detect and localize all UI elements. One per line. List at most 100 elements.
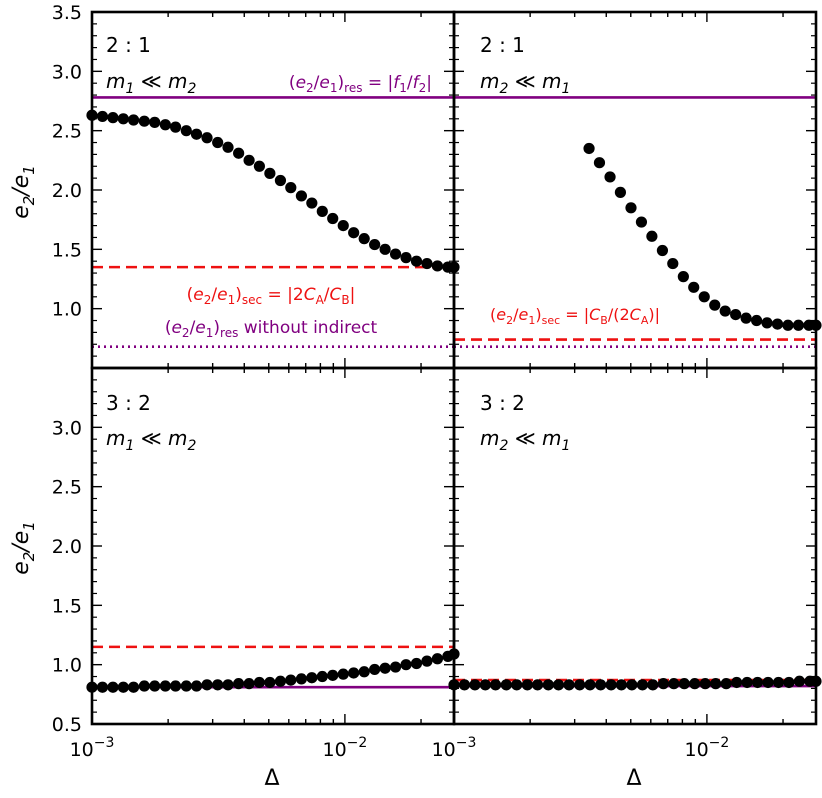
data-point — [521, 679, 533, 691]
data-point — [348, 227, 360, 239]
data-point — [96, 110, 109, 123]
mass-label: m1 ≪ m2 — [106, 69, 197, 97]
data-point — [750, 314, 763, 327]
y-tick-label: 1.5 — [52, 239, 82, 261]
data-point — [243, 154, 255, 166]
data-point — [243, 678, 255, 690]
y-tick-label: 1.5 — [52, 595, 82, 617]
data-point — [574, 679, 586, 691]
data-point — [761, 317, 773, 329]
data-point — [552, 679, 565, 691]
data-point — [316, 670, 328, 683]
data-point — [678, 678, 690, 690]
data-point — [595, 679, 607, 691]
data-point — [201, 132, 213, 144]
data-point — [709, 299, 721, 311]
data-point — [792, 319, 805, 331]
panel-bottom-left-points — [86, 648, 460, 693]
data-point — [274, 174, 287, 187]
panel-top-left-lines — [92, 96, 454, 348]
data-point — [379, 243, 391, 255]
data-point — [180, 125, 192, 137]
data-point — [489, 679, 502, 691]
data-point — [730, 309, 742, 321]
y-axis-label-bottom: e2/e1 — [9, 521, 38, 575]
data-point — [400, 252, 412, 264]
data-point — [107, 112, 119, 124]
x-tick-label: 10−2 — [322, 735, 367, 761]
panel-bottom-left: 0.5 1.0 1.5 2.0 2.5 3.0 10−3 10−2 3 : 2 m1 ≪ m2 — [52, 367, 460, 761]
data-point — [635, 216, 648, 228]
data-point — [327, 212, 339, 225]
x-axis-label-left: Δ — [264, 766, 279, 791]
data-point — [337, 668, 349, 680]
resonance-label: 3 : 2 — [106, 391, 151, 415]
data-point — [668, 678, 680, 690]
data-point — [96, 681, 109, 693]
resonance-label: 2 : 1 — [106, 33, 151, 57]
data-point — [677, 271, 689, 283]
data-point — [667, 257, 679, 270]
panel-top-right-points — [583, 142, 822, 331]
data-point — [358, 233, 370, 245]
data-point — [740, 312, 752, 324]
data-point — [458, 679, 471, 691]
x-axis-label-right: Δ — [626, 766, 641, 791]
y-tick-label: 0.5 — [52, 714, 82, 736]
y-tick-label: 2.5 — [52, 121, 82, 143]
data-point — [410, 657, 423, 670]
secular-ratio-annotation: (e2/e1)sec = |2CA/CB| — [187, 285, 356, 307]
panel-bottom-right-points — [448, 675, 822, 691]
axis-frames — [90, 10, 818, 726]
data-point — [500, 679, 512, 691]
data-point — [583, 142, 595, 155]
y-tick-label: 1.0 — [52, 655, 82, 677]
data-point — [295, 673, 308, 685]
data-point — [542, 679, 554, 691]
y-tick-label: 2.0 — [52, 536, 82, 558]
data-point — [159, 680, 171, 692]
data-point — [233, 678, 245, 690]
resonance-label: 2 : 1 — [480, 33, 525, 57]
y-tick-label: 3.5 — [52, 2, 82, 24]
data-point — [212, 679, 224, 691]
data-point — [636, 679, 649, 691]
data-point — [285, 674, 297, 686]
data-point — [720, 678, 732, 690]
data-point — [138, 115, 150, 127]
data-point — [389, 248, 402, 260]
data-point — [400, 659, 412, 671]
data-point — [657, 678, 670, 690]
data-point — [327, 669, 339, 681]
data-point — [584, 679, 596, 691]
y-tick-label: 2.5 — [52, 477, 82, 499]
panel-top-right-lines — [454, 96, 816, 348]
data-point — [625, 202, 637, 214]
data-point — [253, 160, 265, 172]
data-point — [379, 662, 391, 674]
axes-frame-bottom-right — [452, 366, 818, 726]
data-point — [253, 676, 265, 689]
data-point — [656, 244, 669, 257]
y-axis-label-top: e2/e1 — [9, 165, 38, 219]
data-point — [264, 167, 276, 179]
data-point — [149, 116, 161, 128]
data-point — [689, 678, 701, 690]
data-point — [222, 141, 234, 153]
data-point — [593, 157, 606, 169]
data-point — [479, 679, 491, 691]
data-point — [264, 676, 276, 689]
x-tick-label: 10−2 — [684, 735, 729, 761]
indirect-annotation: (e2/e1)res without indirect — [165, 318, 378, 340]
data-point — [688, 281, 700, 293]
data-point — [563, 679, 575, 691]
data-point — [431, 653, 444, 665]
data-point — [306, 197, 318, 209]
resonant-ratio-annotation: (e2/e1)res = |f1/f2| — [289, 73, 432, 95]
data-point — [190, 680, 203, 692]
data-point — [615, 679, 627, 691]
data-point — [421, 257, 433, 270]
data-point — [117, 113, 129, 125]
data-point — [138, 680, 150, 692]
